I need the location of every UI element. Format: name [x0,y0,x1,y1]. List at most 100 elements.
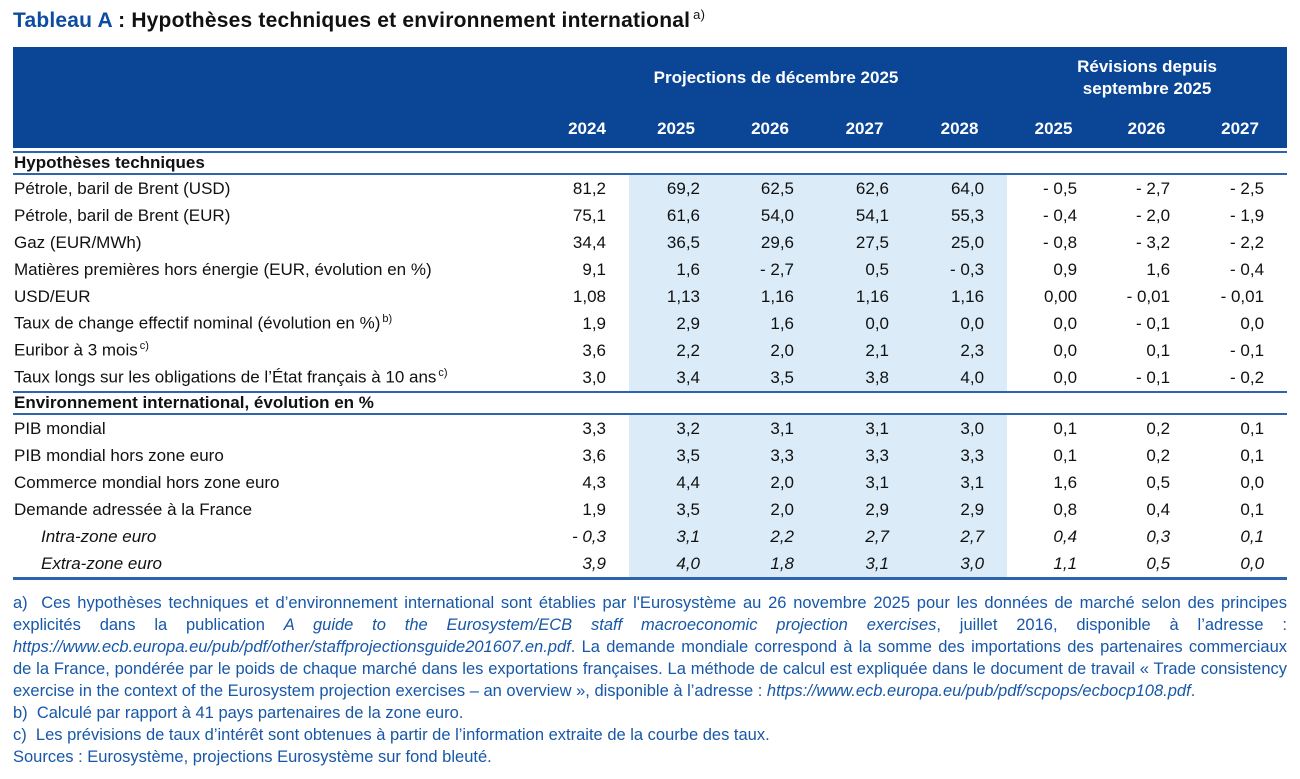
table-row: Pétrole, baril de Brent (USD) 81,2 69,2 62,… [13,175,1287,202]
cell-value: 0,2 [1146,418,1171,438]
footnote-c: c) Les prévisions de taux d’intérêt sont… [13,726,770,744]
cell-value: 54,0 [723,202,817,229]
table-row: PIB mondial hors zone euro 3,6 3,5 3,3 3,3 3,… [13,442,1287,469]
cell-value: 2,0 [723,496,817,523]
cell-value: 3,5 [629,496,723,523]
cell-value: 0,1 [1240,445,1265,465]
table-row: Demande adressée à la France 1,9 3,5 2,0 2,9… [13,496,1287,523]
cell-value: 1,6 [1053,472,1078,492]
cell-value: 1,13 [629,283,723,310]
cell-value: 0,1 [1053,418,1078,438]
cell-value: 2,7 [912,523,1008,550]
cell-value: 3,6 [582,340,606,360]
cell-value: 0,0 [1053,340,1078,360]
header-years-row: 2024 2025 2026 2027 2028 2025 2026 2027 [13,109,1288,151]
cell-value: 29,6 [723,229,817,256]
cell-value: 1,8 [723,550,817,577]
cell-value: - 2,7 [1136,178,1171,198]
table-row: USD/EUR 1,08 1,13 1,16 1,16 1,16 0,00- 0,01- 0… [13,283,1287,310]
cell-value: 0,0 [1053,367,1078,387]
cell-value: 3,1 [817,415,912,442]
cell-value: 27,5 [817,229,912,256]
row-label: Intra-zone euro [41,526,157,546]
cell-value: - 0,4 [1230,259,1265,279]
cell-value: 64,0 [912,175,1008,202]
cell-value: 3,1 [817,550,912,577]
row-label: Euribor à 3 mois c) [14,340,149,360]
footnote-ref: c) [438,367,448,380]
cell-value: 2,7 [817,523,912,550]
row-label: USD/EUR [14,286,91,306]
year-header-rev-2026: 2026 [1100,109,1194,151]
cell-value: - 0,01 [1220,286,1265,306]
cell-value: 81,2 [572,178,606,198]
cell-value: - 0,8 [1043,232,1078,252]
section-title: Environnement international, évolution e… [13,391,1288,415]
cell-value: 1,6 [1146,259,1171,279]
cell-value: 1,6 [629,256,723,283]
table-body: Hypothèses techniques Pétrole, baril de B… [13,151,1288,577]
cell-value: 0,00 [1043,286,1078,306]
cell-value: - 0,2 [1230,367,1265,387]
table-row: Extra-zone euro 3,9 4,0 1,8 3,1 3,0 1,1 0,5 0,0 [13,550,1287,577]
cell-value: - 2,5 [1230,178,1265,198]
cell-value: - 0,1 [1136,367,1171,387]
row-label: Commerce mondial hors zone euro [14,472,280,492]
cell-value: 4,0 [629,550,723,577]
cell-value: 62,5 [723,175,817,202]
cell-value: 61,6 [629,202,723,229]
cell-value: 0,1 [1146,340,1171,360]
cell-value: 3,9 [582,553,606,573]
row-label: Taux de change effectif nominal (évoluti… [14,313,393,333]
header-corner-cell [13,47,545,151]
cell-value: 1,16 [723,283,817,310]
footnote-b: b) Calculé par rapport à 41 pays partena… [13,704,464,722]
cell-value: 1,16 [817,283,912,310]
cell-value: 4,4 [629,469,723,496]
table-row: Gaz (EUR/MWh) 34,4 36,5 29,6 27,5 25,0 - 0,8 - … [13,229,1287,256]
table-row: Pétrole, baril de Brent (EUR) 75,1 61,6 54,… [13,202,1287,229]
table-title-text: Hypothèses techniques et environnement i… [131,9,691,32]
cell-value: 3,4 [629,364,723,391]
footnote-a-italic-segment: https://www.ecb.europa.eu/pub/pdf/other/… [13,638,571,656]
table-row: PIB mondial 3,3 3,2 3,1 3,1 3,0 0,1 0,2 0,1 [13,415,1287,442]
year-header-rev-2027: 2027 [1193,109,1288,151]
cell-value: 0,0 [817,310,912,337]
year-header-2025: 2025 [629,109,723,151]
cell-value: 3,8 [817,364,912,391]
cell-value: 75,1 [572,205,606,225]
cell-value: - 1,9 [1230,205,1265,225]
cell-value: 3,1 [723,415,817,442]
table-row: Taux de change effectif nominal (évoluti… [13,310,1287,337]
cell-value: 2,1 [817,337,912,364]
row-label: Gaz (EUR/MWh) [14,232,142,252]
header-group-projections-label: Projections de décembre 2025 [653,68,899,87]
cell-value: 3,0 [582,367,606,387]
year-header-2026: 2026 [723,109,817,151]
cell-value: 0,9 [1053,259,1078,279]
table-title-label: Tableau A [13,9,113,32]
cell-value: 1,08 [572,286,606,306]
section-header-row: Hypothèses techniques [13,151,1288,175]
cell-value: 3,1 [912,469,1008,496]
footnote-a-italic-segment: A guide to the Eurosystem/ECB staff macr… [283,616,937,634]
section-title: Hypothèses techniques [13,151,1288,175]
cell-value: 0,5 [1146,553,1171,573]
table-header: Projections de décembre 2025 Révisions d… [13,47,1288,151]
footnote-ref: c) [139,340,149,353]
cell-value: - 2,2 [1230,232,1265,252]
cell-value: 2,9 [629,310,723,337]
cell-value: 34,4 [572,232,606,252]
cell-value: 3,1 [817,469,912,496]
cell-value: 4,3 [582,472,606,492]
cell-value: 0,8 [1053,499,1078,519]
cell-value: 0,2 [1146,445,1171,465]
cell-value: - 2,7 [723,256,817,283]
cell-value: 1,1 [1053,553,1078,573]
row-label: Demande adressée à la France [14,499,253,519]
cell-value: 3,0 [912,415,1008,442]
year-header-rev-2025: 2025 [1007,109,1101,151]
cell-value: - 0,01 [1126,286,1171,306]
sources-line: Sources : Eurosystème, projections Euros… [13,748,492,766]
